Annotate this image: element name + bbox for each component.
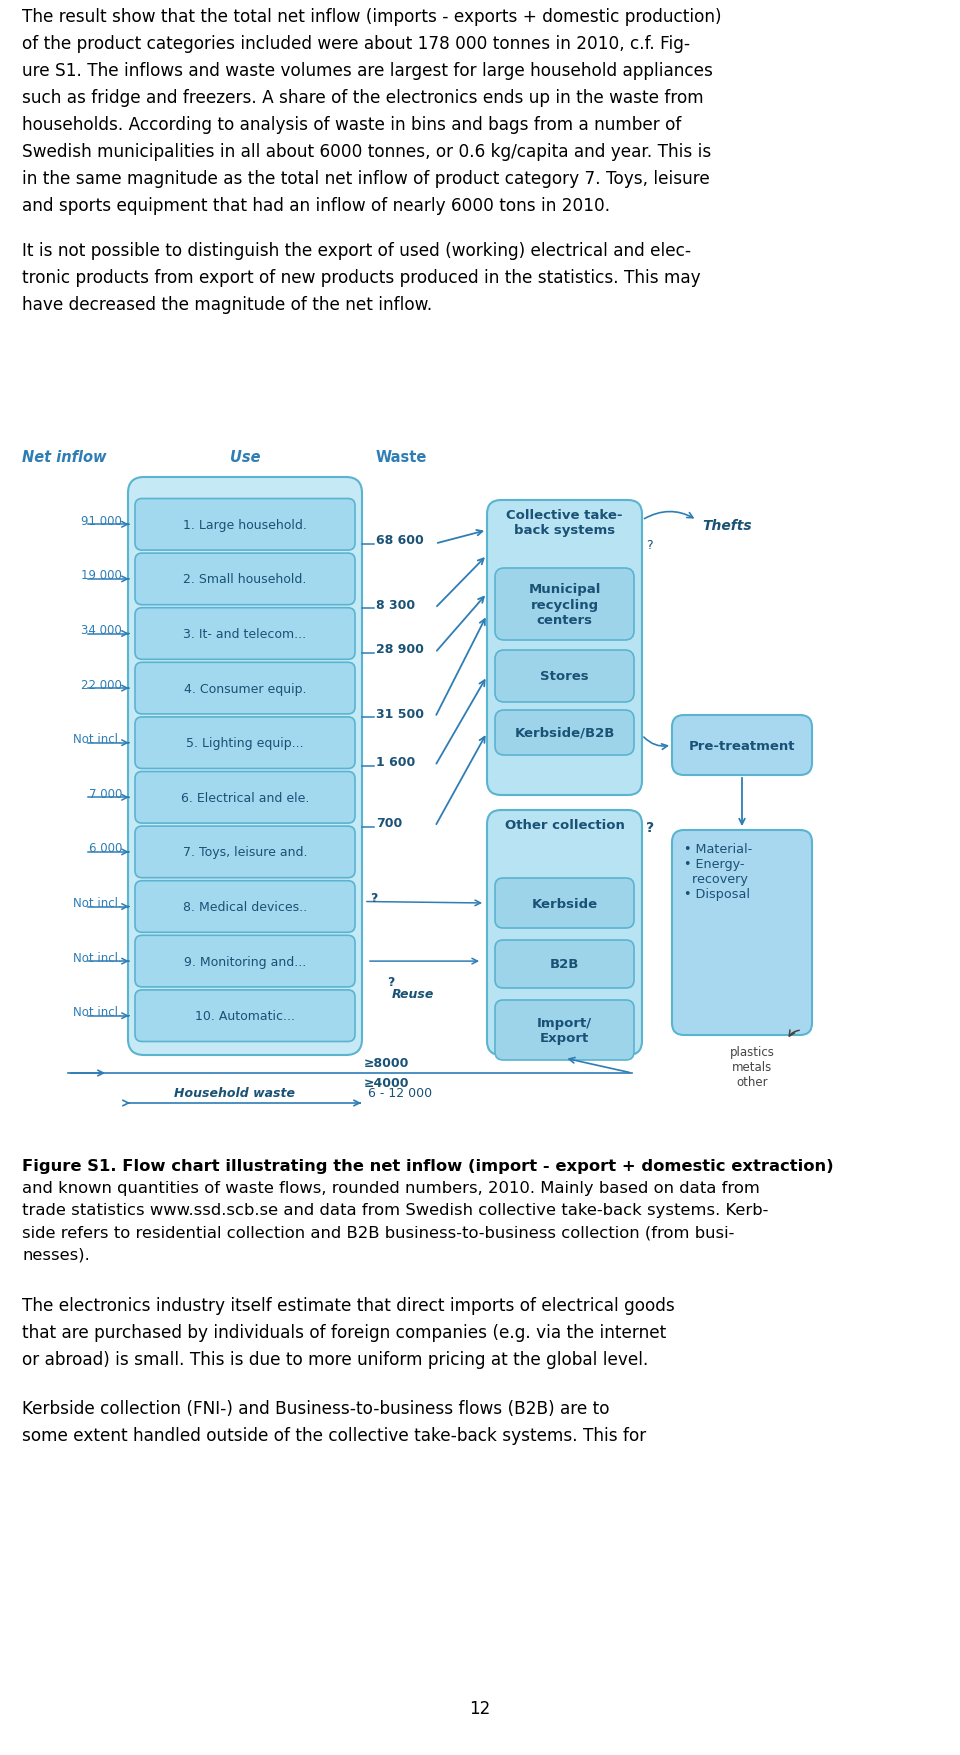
FancyBboxPatch shape [135, 990, 355, 1042]
Text: Other collection: Other collection [505, 818, 624, 832]
Text: • Material-
• Energy-
  recovery
• Disposal: • Material- • Energy- recovery • Disposa… [684, 842, 753, 900]
Text: ure S1. The inflows and waste volumes are largest for large household appliances: ure S1. The inflows and waste volumes ar… [22, 61, 713, 81]
Text: and known quantities of waste flows, rounded numbers, 2010. Mainly based on data: and known quantities of waste flows, rou… [22, 1181, 760, 1195]
FancyBboxPatch shape [495, 941, 634, 988]
Text: 7. Toys, leisure and.: 7. Toys, leisure and. [182, 846, 307, 858]
FancyBboxPatch shape [135, 555, 355, 605]
Text: 6 - 12 000: 6 - 12 000 [368, 1086, 432, 1099]
FancyBboxPatch shape [495, 1000, 634, 1060]
Text: Net inflow: Net inflow [22, 449, 107, 465]
Text: tronic products from export of new products produced in the statistics. This may: tronic products from export of new produ… [22, 269, 701, 286]
Text: 19 000: 19 000 [82, 569, 122, 583]
Text: 28 900: 28 900 [376, 642, 424, 656]
Text: 12: 12 [469, 1699, 491, 1716]
Text: ≥8000: ≥8000 [364, 1057, 409, 1069]
FancyBboxPatch shape [487, 811, 642, 1055]
Text: Municipal
recycling
centers: Municipal recycling centers [528, 583, 601, 627]
FancyBboxPatch shape [135, 772, 355, 823]
Text: 7 000: 7 000 [88, 788, 122, 800]
Text: 4. Consumer equip.: 4. Consumer equip. [183, 683, 306, 695]
Text: Not incl.: Not incl. [73, 897, 122, 909]
Text: ?: ? [646, 821, 654, 835]
Text: 700: 700 [376, 816, 402, 830]
Text: Kerbside: Kerbside [532, 897, 597, 911]
FancyBboxPatch shape [495, 879, 634, 928]
FancyBboxPatch shape [495, 651, 634, 702]
Text: plastics
metals
other: plastics metals other [730, 1046, 775, 1088]
Text: 5. Lighting equip...: 5. Lighting equip... [186, 737, 303, 749]
Text: ?: ? [387, 976, 395, 988]
FancyBboxPatch shape [495, 569, 634, 641]
Text: 34 000: 34 000 [82, 623, 122, 637]
Text: 3. It- and telecom...: 3. It- and telecom... [183, 628, 306, 641]
Text: 22 000: 22 000 [82, 677, 122, 691]
FancyBboxPatch shape [672, 716, 812, 776]
Text: of the product categories included were about 178 000 tonnes in 2010, c.f. Fig-: of the product categories included were … [22, 35, 690, 53]
FancyArrowPatch shape [644, 737, 667, 749]
Text: Import/
Export: Import/ Export [537, 1016, 592, 1044]
FancyBboxPatch shape [487, 500, 642, 795]
Text: 68 600: 68 600 [376, 534, 423, 548]
FancyArrowPatch shape [789, 1030, 800, 1037]
Text: The result show that the total net inflow (imports - exports + domestic producti: The result show that the total net inflo… [22, 9, 722, 26]
Text: have decreased the magnitude of the net inflow.: have decreased the magnitude of the net … [22, 297, 432, 314]
Text: It is not possible to distinguish the export of used (working) electrical and el: It is not possible to distinguish the ex… [22, 242, 691, 260]
Text: ?: ? [370, 892, 377, 904]
FancyBboxPatch shape [128, 477, 362, 1055]
Text: Figure S1. Flow chart illustrating the net inflow (import - export + domestic ex: Figure S1. Flow chart illustrating the n… [22, 1158, 833, 1174]
Text: ?: ? [646, 539, 653, 551]
FancyArrowPatch shape [644, 512, 693, 519]
Text: 6 000: 6 000 [88, 842, 122, 855]
Text: households. According to analysis of waste in bins and bags from a number of: households. According to analysis of was… [22, 116, 682, 133]
Text: such as fridge and freezers. A share of the electronics ends up in the waste fro: such as fridge and freezers. A share of … [22, 90, 704, 107]
Text: Household waste: Household waste [175, 1086, 296, 1099]
Text: 9. Monitoring and...: 9. Monitoring and... [184, 955, 306, 969]
Text: Reuse: Reuse [392, 988, 434, 1000]
Text: Kerbside/B2B: Kerbside/B2B [515, 727, 614, 739]
Text: 8 300: 8 300 [376, 598, 415, 611]
FancyBboxPatch shape [135, 609, 355, 660]
Text: in the same magnitude as the total net inflow of product category 7. Toys, leisu: in the same magnitude as the total net i… [22, 170, 709, 188]
Text: 1. Large household.: 1. Large household. [183, 518, 307, 532]
Text: and sports equipment that had an inflow of nearly 6000 tons in 2010.: and sports equipment that had an inflow … [22, 197, 611, 214]
Text: Not incl.: Not incl. [73, 951, 122, 963]
Text: ≥4000: ≥4000 [364, 1076, 410, 1090]
Text: Pre-treatment: Pre-treatment [688, 739, 795, 753]
Text: 8. Medical devices..: 8. Medical devices.. [183, 900, 307, 914]
Text: 1 600: 1 600 [376, 756, 416, 769]
Text: 31 500: 31 500 [376, 707, 424, 721]
Text: that are purchased by individuals of foreign companies (e.g. via the internet: that are purchased by individuals of for… [22, 1323, 666, 1341]
Text: 91 000: 91 000 [82, 514, 122, 528]
FancyBboxPatch shape [135, 498, 355, 551]
FancyBboxPatch shape [135, 881, 355, 932]
Text: 10. Automatic...: 10. Automatic... [195, 1009, 295, 1023]
Text: Use: Use [229, 449, 260, 465]
Text: nesses).: nesses). [22, 1246, 89, 1262]
Text: some extent handled outside of the collective take-back systems. This for: some extent handled outside of the colle… [22, 1427, 646, 1444]
FancyBboxPatch shape [672, 830, 812, 1035]
Text: Kerbside collection (FNI-) and Business-to-business flows (B2B) are to: Kerbside collection (FNI-) and Business-… [22, 1399, 610, 1418]
FancyBboxPatch shape [135, 663, 355, 714]
Text: 2. Small household.: 2. Small household. [183, 574, 306, 586]
Text: Not incl.: Not incl. [73, 734, 122, 746]
Text: The electronics industry itself estimate that direct imports of electrical goods: The electronics industry itself estimate… [22, 1297, 675, 1314]
Text: Thefts: Thefts [702, 519, 752, 534]
FancyBboxPatch shape [135, 935, 355, 988]
Text: Collective take-
back systems: Collective take- back systems [506, 509, 623, 537]
Text: 6. Electrical and ele.: 6. Electrical and ele. [180, 792, 309, 804]
FancyBboxPatch shape [495, 711, 634, 756]
Text: or abroad) is small. This is due to more uniform pricing at the global level.: or abroad) is small. This is due to more… [22, 1350, 648, 1369]
FancyBboxPatch shape [135, 827, 355, 878]
Text: Not incl.: Not incl. [73, 1006, 122, 1018]
Text: trade statistics www.ssd.scb.se and data from Swedish collective take-back syste: trade statistics www.ssd.scb.se and data… [22, 1202, 768, 1218]
Text: Swedish municipalities in all about 6000 tonnes, or 0.6 kg/capita and year. This: Swedish municipalities in all about 6000… [22, 142, 711, 161]
Text: side refers to residential collection and B2B business-to-business collection (f: side refers to residential collection an… [22, 1225, 734, 1239]
Text: B2B: B2B [550, 958, 579, 971]
Text: Stores: Stores [540, 670, 588, 683]
Text: Waste: Waste [376, 449, 427, 465]
FancyBboxPatch shape [135, 718, 355, 769]
